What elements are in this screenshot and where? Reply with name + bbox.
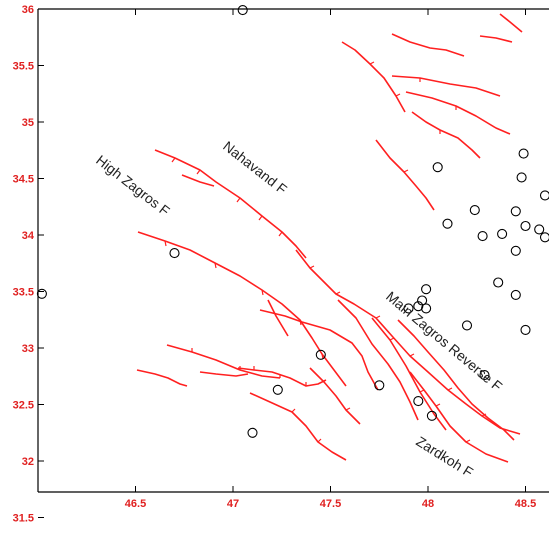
- fault-mzr-east: [397, 319, 515, 441]
- earthquake-marker: [479, 370, 490, 381]
- earthquake-marker: [315, 349, 326, 360]
- axis-ticks-layer: 46.54747.54848.54949.55050.5513635.53534…: [13, 4, 537, 525]
- earthquake-marker: [432, 162, 443, 173]
- earthquake-marker: [442, 218, 453, 229]
- fault-ne-5: [375, 139, 435, 211]
- fault-zardkoh-2: [249, 392, 347, 461]
- fault-ne-3: [405, 91, 511, 135]
- fault-high-zagros: [137, 231, 347, 387]
- fault-main-zagros-reverse: [295, 249, 521, 435]
- earthquake-marker: [461, 320, 473, 331]
- fault-nahavand-south: [267, 299, 289, 337]
- earthquake-marker: [539, 190, 549, 201]
- x-tick-label: 47: [227, 498, 239, 510]
- earthquake-marker: [518, 148, 529, 159]
- y-tick-label: 32.5: [13, 400, 34, 412]
- fault-north-segment: [181, 174, 215, 187]
- fault-south-west-2: [136, 369, 188, 387]
- fault-ne-8: [499, 13, 523, 33]
- map-frame: [37, 8, 549, 493]
- earthquake-marker: [247, 427, 258, 438]
- y-tick-label: 34: [22, 230, 35, 242]
- x-tick-label: 46.5: [125, 498, 146, 510]
- earthquake-marker: [510, 245, 521, 256]
- earthquake-marker: [497, 228, 508, 239]
- earthquake-marker: [539, 232, 549, 243]
- earthquake-marker: [169, 248, 180, 259]
- earthquake-marker: [426, 410, 437, 421]
- y-tick-label: 35.5: [13, 61, 34, 73]
- earthquake-marker: [469, 205, 480, 216]
- x-tick-label: 48.5: [515, 498, 536, 510]
- fault-ne-6: [391, 33, 465, 57]
- earthquake-marker: [493, 277, 504, 288]
- y-tick-label: 36: [22, 4, 34, 16]
- earthquake-marker: [510, 289, 521, 300]
- fault-ne-7: [479, 35, 513, 43]
- earthquake-marker: [510, 206, 521, 217]
- earthquake-marker: [374, 380, 385, 391]
- earthquake-marker: [520, 324, 531, 335]
- earthquake-marker: [421, 284, 432, 295]
- fault-barbs: [164, 61, 487, 443]
- earthquake-marker: [272, 384, 283, 395]
- y-tick-label: 32: [22, 456, 34, 468]
- fault-ne-1: [341, 41, 406, 113]
- fault-main-zagros-inner: [337, 299, 419, 421]
- x-tick-label: 48: [422, 498, 434, 510]
- earthquake-marker: [417, 295, 428, 306]
- x-tick-label: 47.5: [320, 498, 341, 510]
- fault-high-zagros-south: [259, 309, 379, 391]
- earthquake-marker: [516, 172, 527, 183]
- y-tick-label: 35: [22, 117, 34, 129]
- fault-south-west-3: [199, 371, 249, 377]
- fault-zardkoh: [309, 367, 361, 425]
- earthquake-marker: [237, 5, 248, 16]
- earthquake-marker: [534, 224, 545, 235]
- earthquake-marker: [477, 231, 488, 242]
- earthquake-marker: [36, 288, 47, 299]
- earthquake-marker: [413, 301, 424, 312]
- earthquake-marker: [413, 396, 424, 407]
- y-tick-label: 33: [22, 343, 34, 355]
- y-tick-label: 31.5: [13, 513, 34, 525]
- fault-ne-2: [391, 75, 501, 97]
- y-tick-label: 33.5: [13, 287, 34, 299]
- earthquake-marker: [520, 220, 531, 232]
- y-tick-label: 34.5: [13, 174, 34, 186]
- earthquakes-layer: [36, 5, 549, 438]
- fault-ne-4: [411, 111, 481, 159]
- faults-layer: [136, 13, 523, 463]
- earthquake-marker: [403, 303, 414, 314]
- fault-south-west-1: [166, 344, 281, 379]
- earthquake-marker: [421, 303, 432, 314]
